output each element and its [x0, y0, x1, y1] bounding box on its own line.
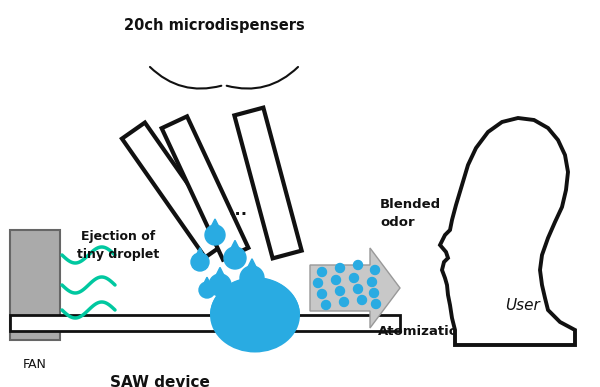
Polygon shape — [230, 286, 244, 300]
Text: User: User — [505, 298, 539, 312]
Circle shape — [371, 265, 380, 274]
Circle shape — [370, 288, 379, 298]
Polygon shape — [194, 248, 205, 259]
Circle shape — [335, 264, 344, 272]
Polygon shape — [210, 277, 300, 315]
Text: Atomization: Atomization — [378, 325, 469, 338]
Circle shape — [205, 225, 225, 245]
Text: Ejection of
tiny droplet: Ejection of tiny droplet — [77, 230, 159, 261]
Circle shape — [317, 289, 326, 298]
Polygon shape — [245, 259, 259, 273]
Polygon shape — [161, 116, 248, 260]
Bar — [10, 230, 60, 340]
Circle shape — [322, 300, 331, 310]
Polygon shape — [214, 267, 227, 281]
Polygon shape — [209, 219, 221, 231]
Text: SAW device: SAW device — [110, 375, 210, 387]
Ellipse shape — [210, 277, 300, 353]
Circle shape — [240, 266, 264, 290]
Polygon shape — [229, 240, 242, 253]
Polygon shape — [310, 248, 400, 328]
Text: ...: ... — [229, 201, 248, 219]
Polygon shape — [202, 277, 212, 287]
Text: FAN: FAN — [23, 358, 47, 371]
Text: Blended
odor: Blended odor — [380, 198, 441, 229]
Text: 20ch microdispensers: 20ch microdispensers — [124, 18, 304, 33]
Circle shape — [353, 284, 362, 293]
Circle shape — [349, 274, 359, 283]
Circle shape — [358, 296, 367, 305]
Circle shape — [317, 267, 326, 276]
Circle shape — [353, 260, 362, 269]
Polygon shape — [122, 123, 228, 257]
Circle shape — [371, 300, 380, 308]
Circle shape — [335, 286, 344, 296]
Circle shape — [340, 298, 349, 307]
Bar — [10, 315, 400, 331]
Circle shape — [199, 282, 215, 298]
Circle shape — [367, 277, 377, 286]
Polygon shape — [235, 108, 302, 259]
Circle shape — [314, 279, 323, 288]
Circle shape — [225, 293, 249, 317]
Circle shape — [191, 253, 209, 271]
Circle shape — [224, 247, 246, 269]
Circle shape — [209, 274, 231, 296]
Circle shape — [331, 276, 341, 284]
Polygon shape — [440, 118, 575, 345]
